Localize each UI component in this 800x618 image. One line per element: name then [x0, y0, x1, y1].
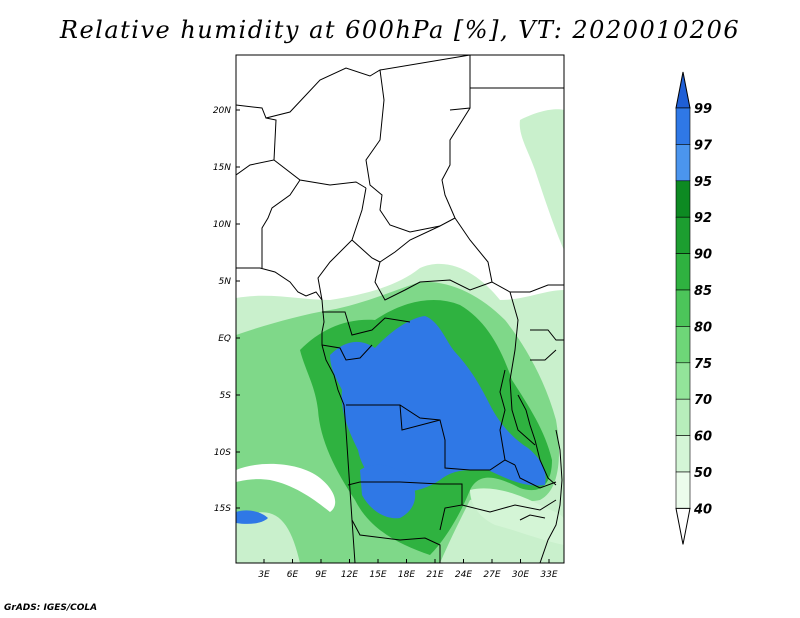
colorbar-top-arrow [675, 71, 691, 109]
lon-tick-label: 15E [369, 570, 386, 580]
lon-tick-label: 18E [398, 570, 415, 580]
lat-tick-label: 20N [213, 106, 231, 116]
humidity-field [236, 109, 564, 563]
lon-tick-label: 24E [455, 570, 472, 580]
colorbar-label: 85 [694, 284, 712, 299]
border-22 [499, 369, 506, 461]
latitude-axis: 20N 15N 10N 5N EQ 5S 10S 15S [213, 106, 240, 514]
lon-tick-label: 21E [426, 570, 443, 580]
colorbar-label: 40 [693, 502, 712, 517]
colorbar-swatch [675, 289, 691, 327]
colorbar-swatch [675, 398, 691, 436]
border-13 [322, 311, 411, 336]
border-20 [461, 499, 557, 513]
lon-tick-label: 6E [287, 570, 299, 580]
lon-tick-label: 27E [483, 570, 500, 580]
border-12 [374, 261, 493, 301]
border-2 [449, 55, 471, 111]
lat-tick-label: 15N [213, 163, 231, 173]
border-14 [321, 344, 373, 361]
border-25 [519, 514, 546, 521]
grads-credit: GrADS: IGES/COLA [4, 603, 98, 613]
humidity-region-saturated-west [236, 510, 268, 524]
map-frame [235, 54, 565, 564]
colorbar-swatch [675, 144, 691, 182]
colorbar: 99 97 95 92 90 85 80 75 70 60 50 40 [675, 71, 713, 545]
colorbar-label: 99 [694, 102, 712, 117]
border-24 [530, 349, 557, 361]
lake-1 [517, 394, 536, 441]
lat-tick-label: EQ [218, 334, 231, 344]
border-17 [399, 404, 441, 431]
lat-tick-label: 5N [219, 277, 232, 287]
border-7 [261, 179, 301, 268]
colorbar-swatch [675, 180, 691, 218]
border-16 [346, 404, 516, 471]
colorbar-bottom-arrow [675, 507, 691, 545]
border-18 [347, 481, 463, 531]
colorbar-swatch [675, 435, 691, 473]
longitude-axis: 3E 6E 9E 12E 15E 18E 21E 24E 27E 30E 33E [258, 559, 558, 580]
border-4 [365, 69, 456, 233]
country-borders [236, 55, 564, 563]
lat-tick-label: 5S [220, 391, 232, 401]
colorbar-label: 90 [694, 248, 712, 263]
humidity-region-saturated-south [360, 464, 416, 519]
border-5 [236, 117, 277, 176]
lat-tick-label: 15S [214, 504, 231, 514]
lake-2 [534, 439, 557, 486]
colorbar-label: 75 [694, 357, 712, 372]
colorbar-label: 50 [694, 466, 712, 481]
lon-tick-label: 3E [258, 570, 270, 580]
colorbar-label: 95 [694, 175, 712, 190]
colorbar-swatch [675, 326, 691, 364]
colorbar-label: 60 [694, 430, 712, 445]
lon-tick-label: 30E [512, 570, 529, 580]
map-title: Relative humidity at 600hPa [%], VT: 202… [59, 16, 741, 44]
lon-tick-label: 9E [315, 570, 327, 580]
border-1 [236, 55, 471, 119]
coast-east [539, 429, 563, 563]
humidity-region-saturated [330, 316, 546, 492]
colorbar-label: 70 [694, 393, 712, 408]
colorbar-swatch [675, 471, 691, 509]
colorbar-swatch [675, 107, 691, 145]
humidity-region-dry-tongue [236, 463, 336, 512]
border-15 [509, 291, 536, 446]
lat-tick-label: 10S [214, 448, 231, 458]
border-6 [273, 159, 367, 189]
humidity-region-dry-southeast [470, 488, 564, 545]
border-9 [454, 217, 564, 293]
humidity-region-northeast [519, 109, 564, 250]
lat-tick-label: 10N [213, 220, 231, 230]
coastline-west [236, 267, 356, 563]
border-8 [441, 107, 471, 219]
border-21 [514, 464, 557, 489]
border-19 [351, 519, 441, 563]
colorbar-swatch [675, 216, 691, 254]
border-23 [530, 329, 564, 341]
colorbar-label: 97 [694, 138, 713, 153]
lon-tick-label: 33E [540, 570, 557, 580]
colorbar-label: 92 [694, 211, 712, 226]
border-10 [317, 187, 367, 301]
lon-tick-label: 12E [341, 570, 358, 580]
border-11 [351, 225, 441, 263]
colorbar-swatch [675, 362, 691, 400]
colorbar-label: 80 [694, 320, 712, 335]
colorbar-swatch [675, 253, 691, 291]
